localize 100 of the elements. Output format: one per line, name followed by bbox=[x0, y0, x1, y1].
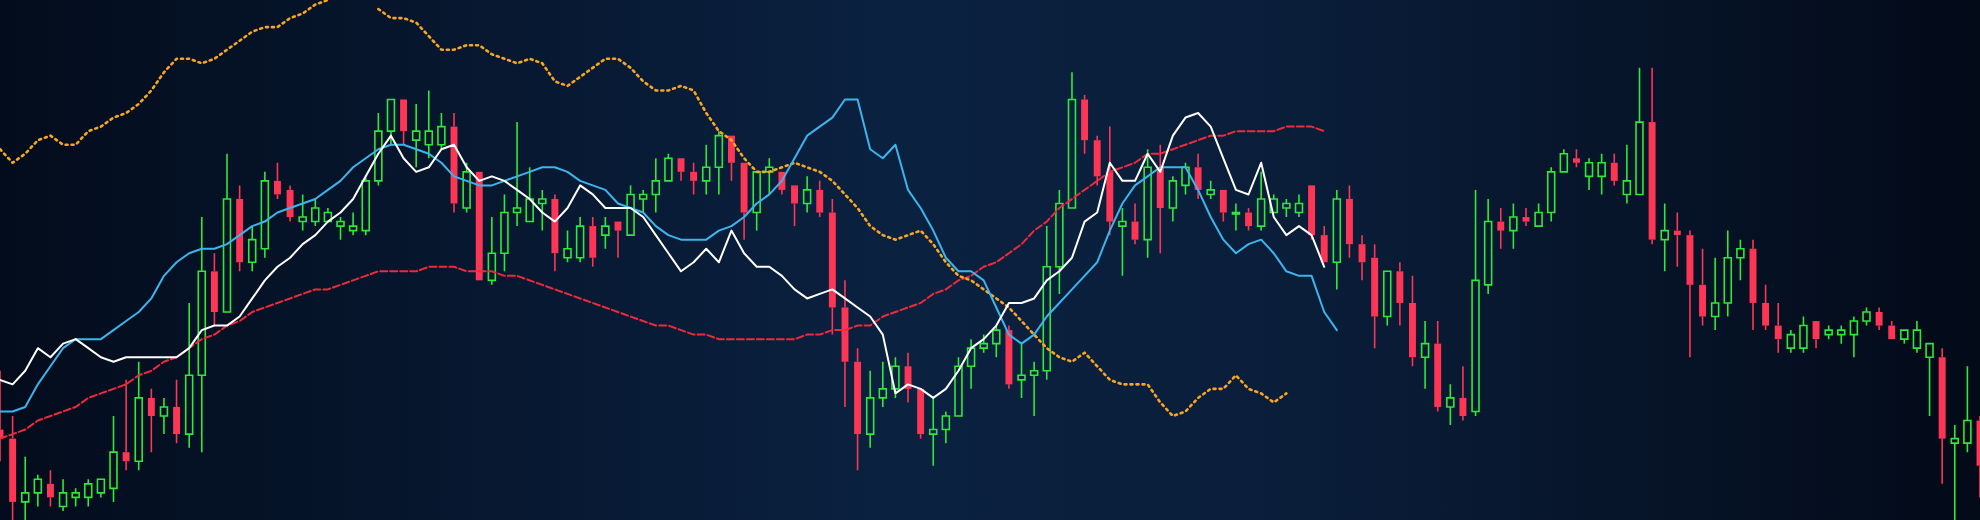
candlestick bbox=[1081, 94, 1089, 155]
candlestick bbox=[1332, 189, 1342, 291]
candlestick bbox=[437, 112, 446, 151]
candlestick bbox=[1888, 320, 1896, 340]
candlestick bbox=[1459, 365, 1467, 422]
candlestick bbox=[765, 157, 774, 196]
candlestick bbox=[1396, 261, 1404, 327]
candlestick bbox=[1762, 284, 1770, 331]
candlestick bbox=[1509, 202, 1518, 250]
candlestick bbox=[487, 216, 497, 286]
candlestick bbox=[159, 397, 169, 435]
candlestick bbox=[512, 121, 522, 227]
candlestick bbox=[1648, 67, 1656, 245]
candlestick bbox=[1168, 175, 1178, 223]
candlestick bbox=[1434, 320, 1442, 413]
candlestick bbox=[147, 388, 155, 453]
candlestick bbox=[173, 379, 181, 444]
candlestick bbox=[1471, 189, 1480, 417]
candlestick bbox=[184, 302, 194, 449]
candlestick bbox=[197, 216, 207, 453]
candlestick bbox=[411, 103, 421, 169]
candlestick bbox=[614, 221, 622, 259]
candlestick bbox=[589, 216, 597, 268]
candlestick bbox=[1686, 229, 1694, 359]
candlestick bbox=[336, 216, 345, 241]
candlestick bbox=[298, 193, 307, 232]
candlestick bbox=[1546, 166, 1556, 223]
candlestick bbox=[374, 112, 383, 187]
candlestick bbox=[941, 410, 951, 444]
candlestick bbox=[33, 473, 43, 508]
candlestick bbox=[1131, 202, 1139, 245]
candlestick bbox=[1774, 302, 1782, 354]
candlestick bbox=[236, 184, 244, 273]
candlestick bbox=[690, 161, 698, 196]
candlestick bbox=[854, 347, 862, 472]
candlestick bbox=[1736, 238, 1745, 282]
candlestick bbox=[1269, 193, 1279, 214]
candlestick bbox=[134, 360, 143, 472]
candlestick bbox=[247, 225, 257, 273]
candlestick bbox=[1256, 171, 1266, 232]
candlestick bbox=[575, 216, 585, 264]
candlestick bbox=[928, 397, 938, 467]
candlestick bbox=[46, 469, 54, 508]
candlestick bbox=[260, 171, 270, 259]
candlestick bbox=[525, 166, 534, 223]
candlestick bbox=[1446, 383, 1455, 426]
candlestick bbox=[1029, 360, 1039, 417]
candlestick bbox=[1610, 152, 1618, 187]
candlestick bbox=[109, 415, 118, 503]
candlestick bbox=[273, 161, 281, 200]
candlestick bbox=[828, 198, 836, 336]
candlestick bbox=[1522, 207, 1530, 227]
candlestick bbox=[222, 152, 232, 313]
candlestick bbox=[891, 356, 900, 399]
candlestick bbox=[865, 369, 875, 449]
candlestick bbox=[1673, 211, 1681, 268]
candlestick bbox=[1382, 270, 1392, 327]
candlestick bbox=[601, 216, 610, 250]
candlestick bbox=[1710, 256, 1720, 331]
candlestick bbox=[714, 130, 724, 196]
candlestick bbox=[752, 171, 761, 232]
candlestick bbox=[1559, 148, 1569, 173]
candlestick bbox=[1812, 321, 1820, 349]
candlestick bbox=[1699, 247, 1707, 327]
candlestick bbox=[740, 162, 748, 241]
candlestick bbox=[1660, 202, 1669, 273]
candlestick bbox=[816, 180, 824, 218]
candlestick bbox=[1497, 207, 1505, 250]
candlestick bbox=[122, 379, 130, 472]
candlestick bbox=[1483, 198, 1493, 295]
candlestick bbox=[802, 175, 812, 214]
candlestick bbox=[1875, 306, 1883, 331]
candlestick bbox=[84, 478, 93, 508]
candlestick bbox=[551, 193, 559, 273]
candlestick bbox=[1005, 324, 1013, 390]
candlestick bbox=[1849, 315, 1859, 359]
candlestick bbox=[1963, 365, 1972, 453]
candlestick bbox=[1093, 134, 1101, 187]
candlestick bbox=[500, 193, 509, 273]
candlestick bbox=[424, 89, 434, 160]
candlestick bbox=[1358, 234, 1366, 282]
candlestick bbox=[1320, 225, 1328, 263]
candlestick bbox=[20, 455, 30, 520]
candlestick bbox=[1622, 143, 1632, 205]
candlestick bbox=[1067, 71, 1077, 209]
candlestick bbox=[58, 478, 68, 512]
candlestick bbox=[323, 207, 333, 223]
candlestick bbox=[1345, 184, 1353, 259]
candlestick bbox=[210, 252, 218, 327]
candlestick bbox=[1156, 143, 1164, 255]
candlestick bbox=[1635, 67, 1644, 196]
candlestick bbox=[1837, 324, 1846, 345]
candlestick bbox=[1055, 189, 1064, 295]
candlestick bbox=[311, 198, 320, 227]
candlestick bbox=[638, 189, 648, 214]
candlestick bbox=[1420, 320, 1430, 390]
candlestick bbox=[878, 360, 888, 408]
candlestick bbox=[1042, 225, 1052, 381]
candlestick bbox=[9, 415, 17, 520]
candlestick bbox=[1584, 157, 1594, 191]
